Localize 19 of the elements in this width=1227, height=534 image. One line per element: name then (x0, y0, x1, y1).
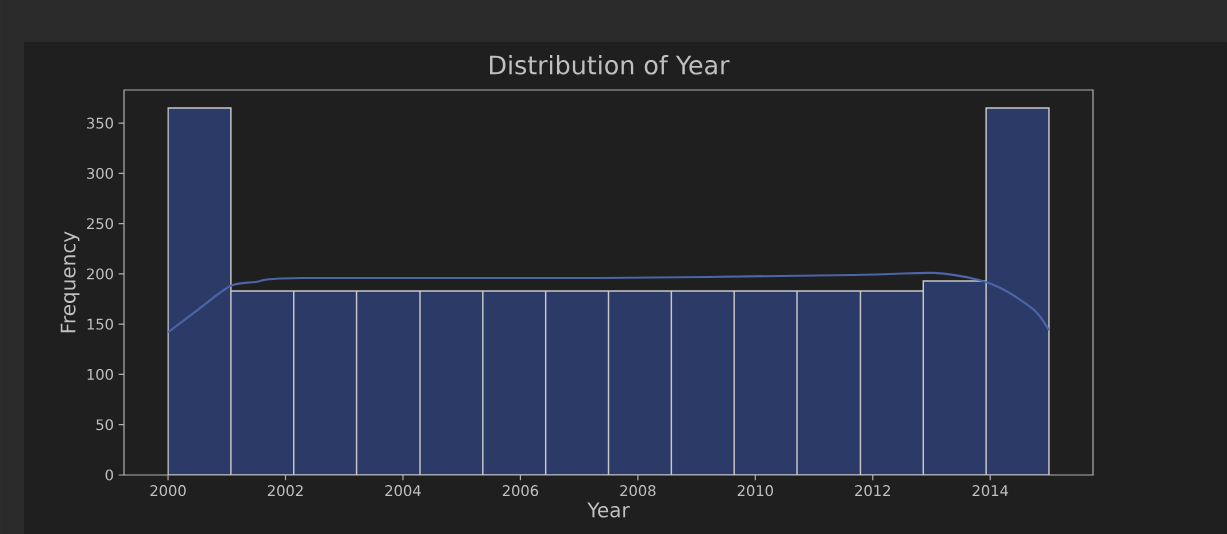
y-axis-title: Frequency (60, 231, 80, 333)
x-tick-label: 2010 (737, 485, 773, 497)
y-tick-label: 100 (87, 368, 113, 381)
x-tick-label: 2002 (267, 485, 303, 497)
x-tick-label: 2004 (385, 485, 421, 497)
x-tick-label: 2000 (150, 485, 186, 497)
x-tick-label: 2008 (620, 485, 656, 497)
x-tick-label: 2006 (502, 485, 539, 497)
y-tick-label: 150 (87, 318, 113, 330)
y-tick-label: 300 (87, 167, 113, 179)
y-tick-label: 200 (87, 268, 113, 280)
x-axis-title: Year (587, 502, 630, 518)
y-tick-label: 350 (87, 117, 113, 129)
y-tick-label: 0 (105, 469, 113, 481)
chart-title: Distribution of Year (490, 55, 730, 75)
x-tick-label: 2012 (855, 485, 890, 497)
y-tick-label: 50 (96, 419, 113, 431)
x-tick-label: 2014 (972, 485, 1009, 497)
y-tick-label: 250 (87, 218, 113, 230)
